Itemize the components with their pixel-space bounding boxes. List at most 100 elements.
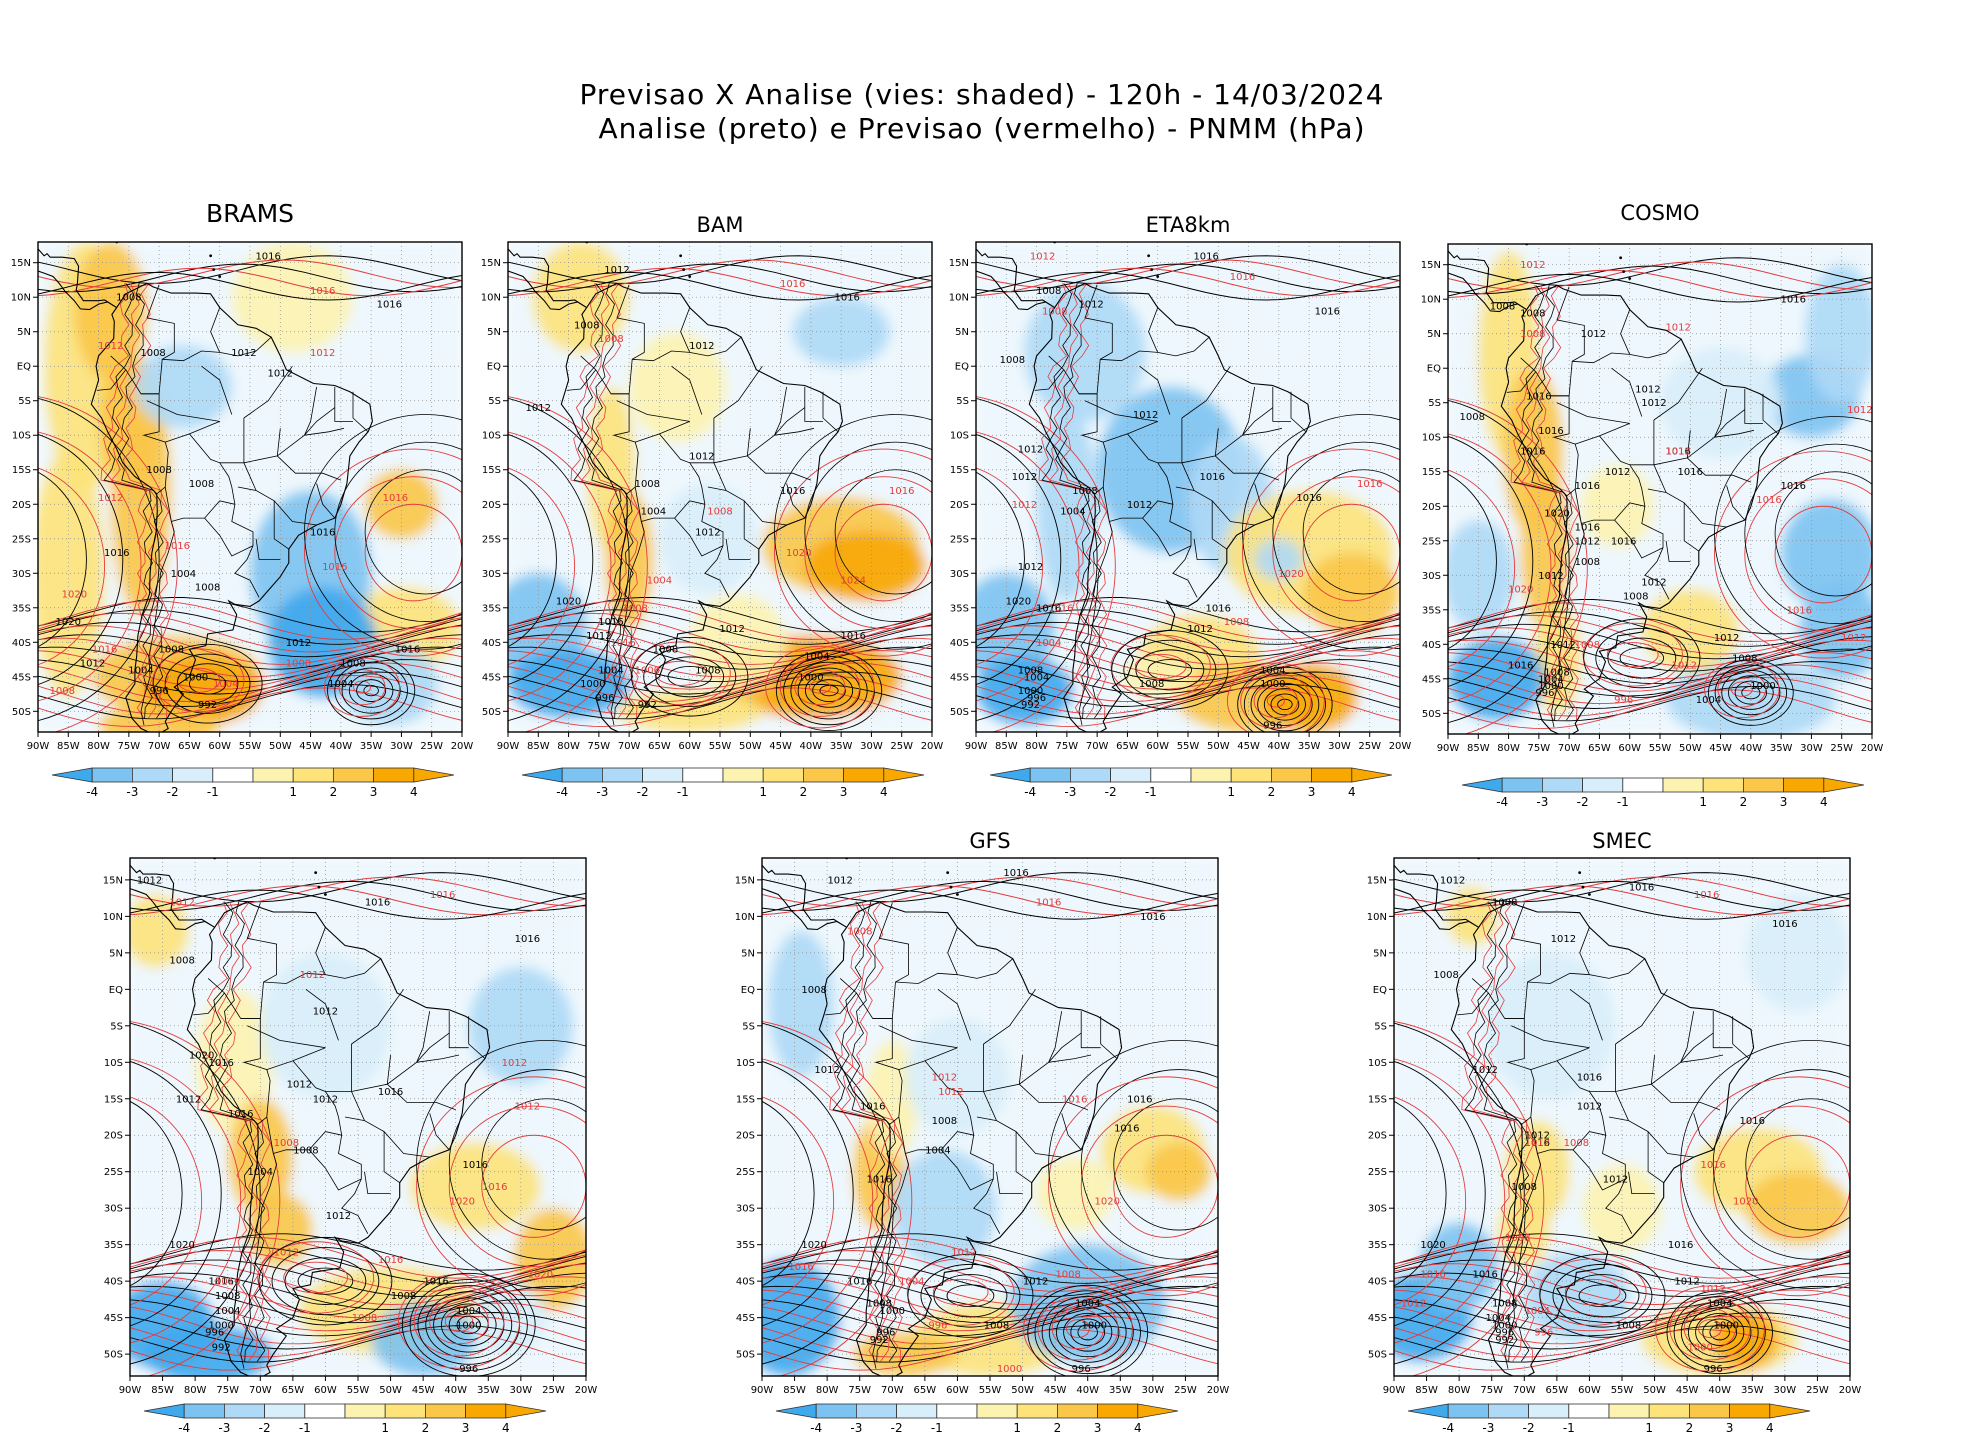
country-border [240,1018,271,1125]
analysis-contour-label: 1012 [80,658,105,669]
y-tick-label: 50S [1368,1350,1387,1361]
panel-gfs: 1012 1016 1016 1008 1012 1016 1016 1008 1004 1016… [735,829,1230,1435]
colorbar-segment [642,767,684,783]
country-border [1732,1016,1750,1059]
bias-blob [74,242,148,381]
analysis-contour-label: 1004 [1538,674,1563,685]
analysis-contour-label: 1008 [1000,355,1025,366]
analysis-contour-label: 1016 [463,1160,488,1171]
y-tick-label: 10S [1368,1058,1387,1069]
country-border [386,1054,391,1085]
x-tick-label: 35W [1770,743,1793,754]
analysis-contour-label: 1016 [867,1175,892,1186]
colorbar-label: 2 [330,785,338,799]
forecast-contour-label: 1008 [1505,1233,1530,1244]
country-border [566,369,597,391]
forecast-contour-label: 1016 [383,493,408,504]
x-tick-label: 55W [1611,1385,1634,1396]
colorbar-segment [1351,767,1393,783]
analysis-contour-label: 1008 [293,1145,318,1156]
colorbar-label: -1 [207,785,219,799]
analysis-contour-label: 1008 [159,645,184,656]
analysis-contour-label: 1004 [328,679,353,690]
bias-blob [659,483,757,594]
bias-blob [768,930,834,1077]
bias-blob [1581,464,1654,548]
y-tick-label: 15S [736,1094,755,1105]
analysis-contour-label: 1012 [1018,562,1043,573]
colorbar-segment [1542,777,1584,793]
country-border [352,391,369,433]
south-america-coast [1028,282,1311,732]
colorbar-segment [264,1403,306,1419]
country-border [315,927,382,979]
country-border [1084,400,1158,422]
colorbar-segment [1070,767,1112,783]
figure-title-line-2: Analise (preto) e Previsao (vermelho) - … [598,112,1366,145]
country-border [1272,386,1291,422]
coastlines-borders [762,858,1123,1376]
central-america-coast [976,248,1055,311]
country-border [1527,972,1590,984]
analysis-contour-label: 1012 [287,1080,312,1091]
forecast-contour-label: 1008 [598,334,623,345]
analysis-contour-label: 992 [212,1342,231,1353]
colorbar-segment [183,1403,225,1419]
analysis-contour-label: 1000 [183,672,208,683]
y-tick-label: 5S [956,396,969,407]
x-tick-label: 90W [119,1385,142,1396]
forecast-contour-label: 1016 [1694,890,1719,901]
colorbar-label: 4 [1348,785,1356,799]
forecast-contour-label: 1012 [300,970,325,981]
bias-blob [1036,407,1098,601]
bias-blob [905,1018,1010,1136]
y-tick-label: 30S [1368,1204,1387,1215]
analysis-contour-label: 1008 [1512,1182,1537,1193]
island [1568,236,1571,239]
country-border [1048,1054,1092,1063]
country-border [1157,407,1274,464]
y-tick-label: 5N [955,327,969,338]
colorbar-segment [883,767,925,783]
colorbar-segment [1057,1403,1099,1419]
colorbar: -4 -3 -2 -1 1 2 3 4 [143,1403,547,1435]
colorbar-label: -2 [167,785,179,799]
analysis-contour-label: 1008 [1492,1299,1517,1310]
country-border [316,483,336,519]
country-border [1556,1047,1590,1062]
analysis-contour-label: 1012 [1714,633,1739,644]
coastlines-borders [1448,236,1783,734]
country-border [468,1016,486,1059]
analysis-contour-label: 1004 [925,1145,950,1156]
colorbar-segment [1702,777,1744,793]
colorbar-label: 2 [1054,1421,1062,1435]
south-america-coast [186,901,491,1376]
x-tick-label: 80W [1497,743,1520,754]
colorbar-segment [1110,767,1152,783]
colorbar-segment [465,1403,507,1419]
country-border [351,989,404,1045]
y-tick-label: EQ [1427,364,1441,375]
south-america-coast [818,901,1123,1376]
forecast-contour-label: 1016 [482,1182,507,1193]
x-tick-label: 70W [881,1385,904,1396]
analysis-contour-label: 1016 [515,934,540,945]
country-border [325,1032,450,1092]
x-tick-label: 55W [979,1385,1002,1396]
country-border [141,393,169,495]
central-america-coast [1394,864,1479,931]
x-tick-label: 65W [1588,743,1611,754]
country-border [1530,1060,1607,1155]
y-tick-label: 5N [109,948,123,959]
forecast-contour-label: 1008 [1224,617,1249,628]
coastlines-borders [508,242,843,732]
x-tick-label: 65W [1546,1385,1569,1396]
analysis-contour-label: 1008 [1018,665,1043,676]
analysis-contour-label: 1012 [1550,640,1575,651]
analysis-contour-label: 1016 [1611,536,1636,547]
colorbar-label: -1 [931,1421,943,1435]
analysis-contour-label: 1008 [635,479,660,490]
country-border [1714,429,1754,438]
analysis-contour-label: 1012 [827,875,852,886]
y-tick-label: 15N [11,258,31,269]
